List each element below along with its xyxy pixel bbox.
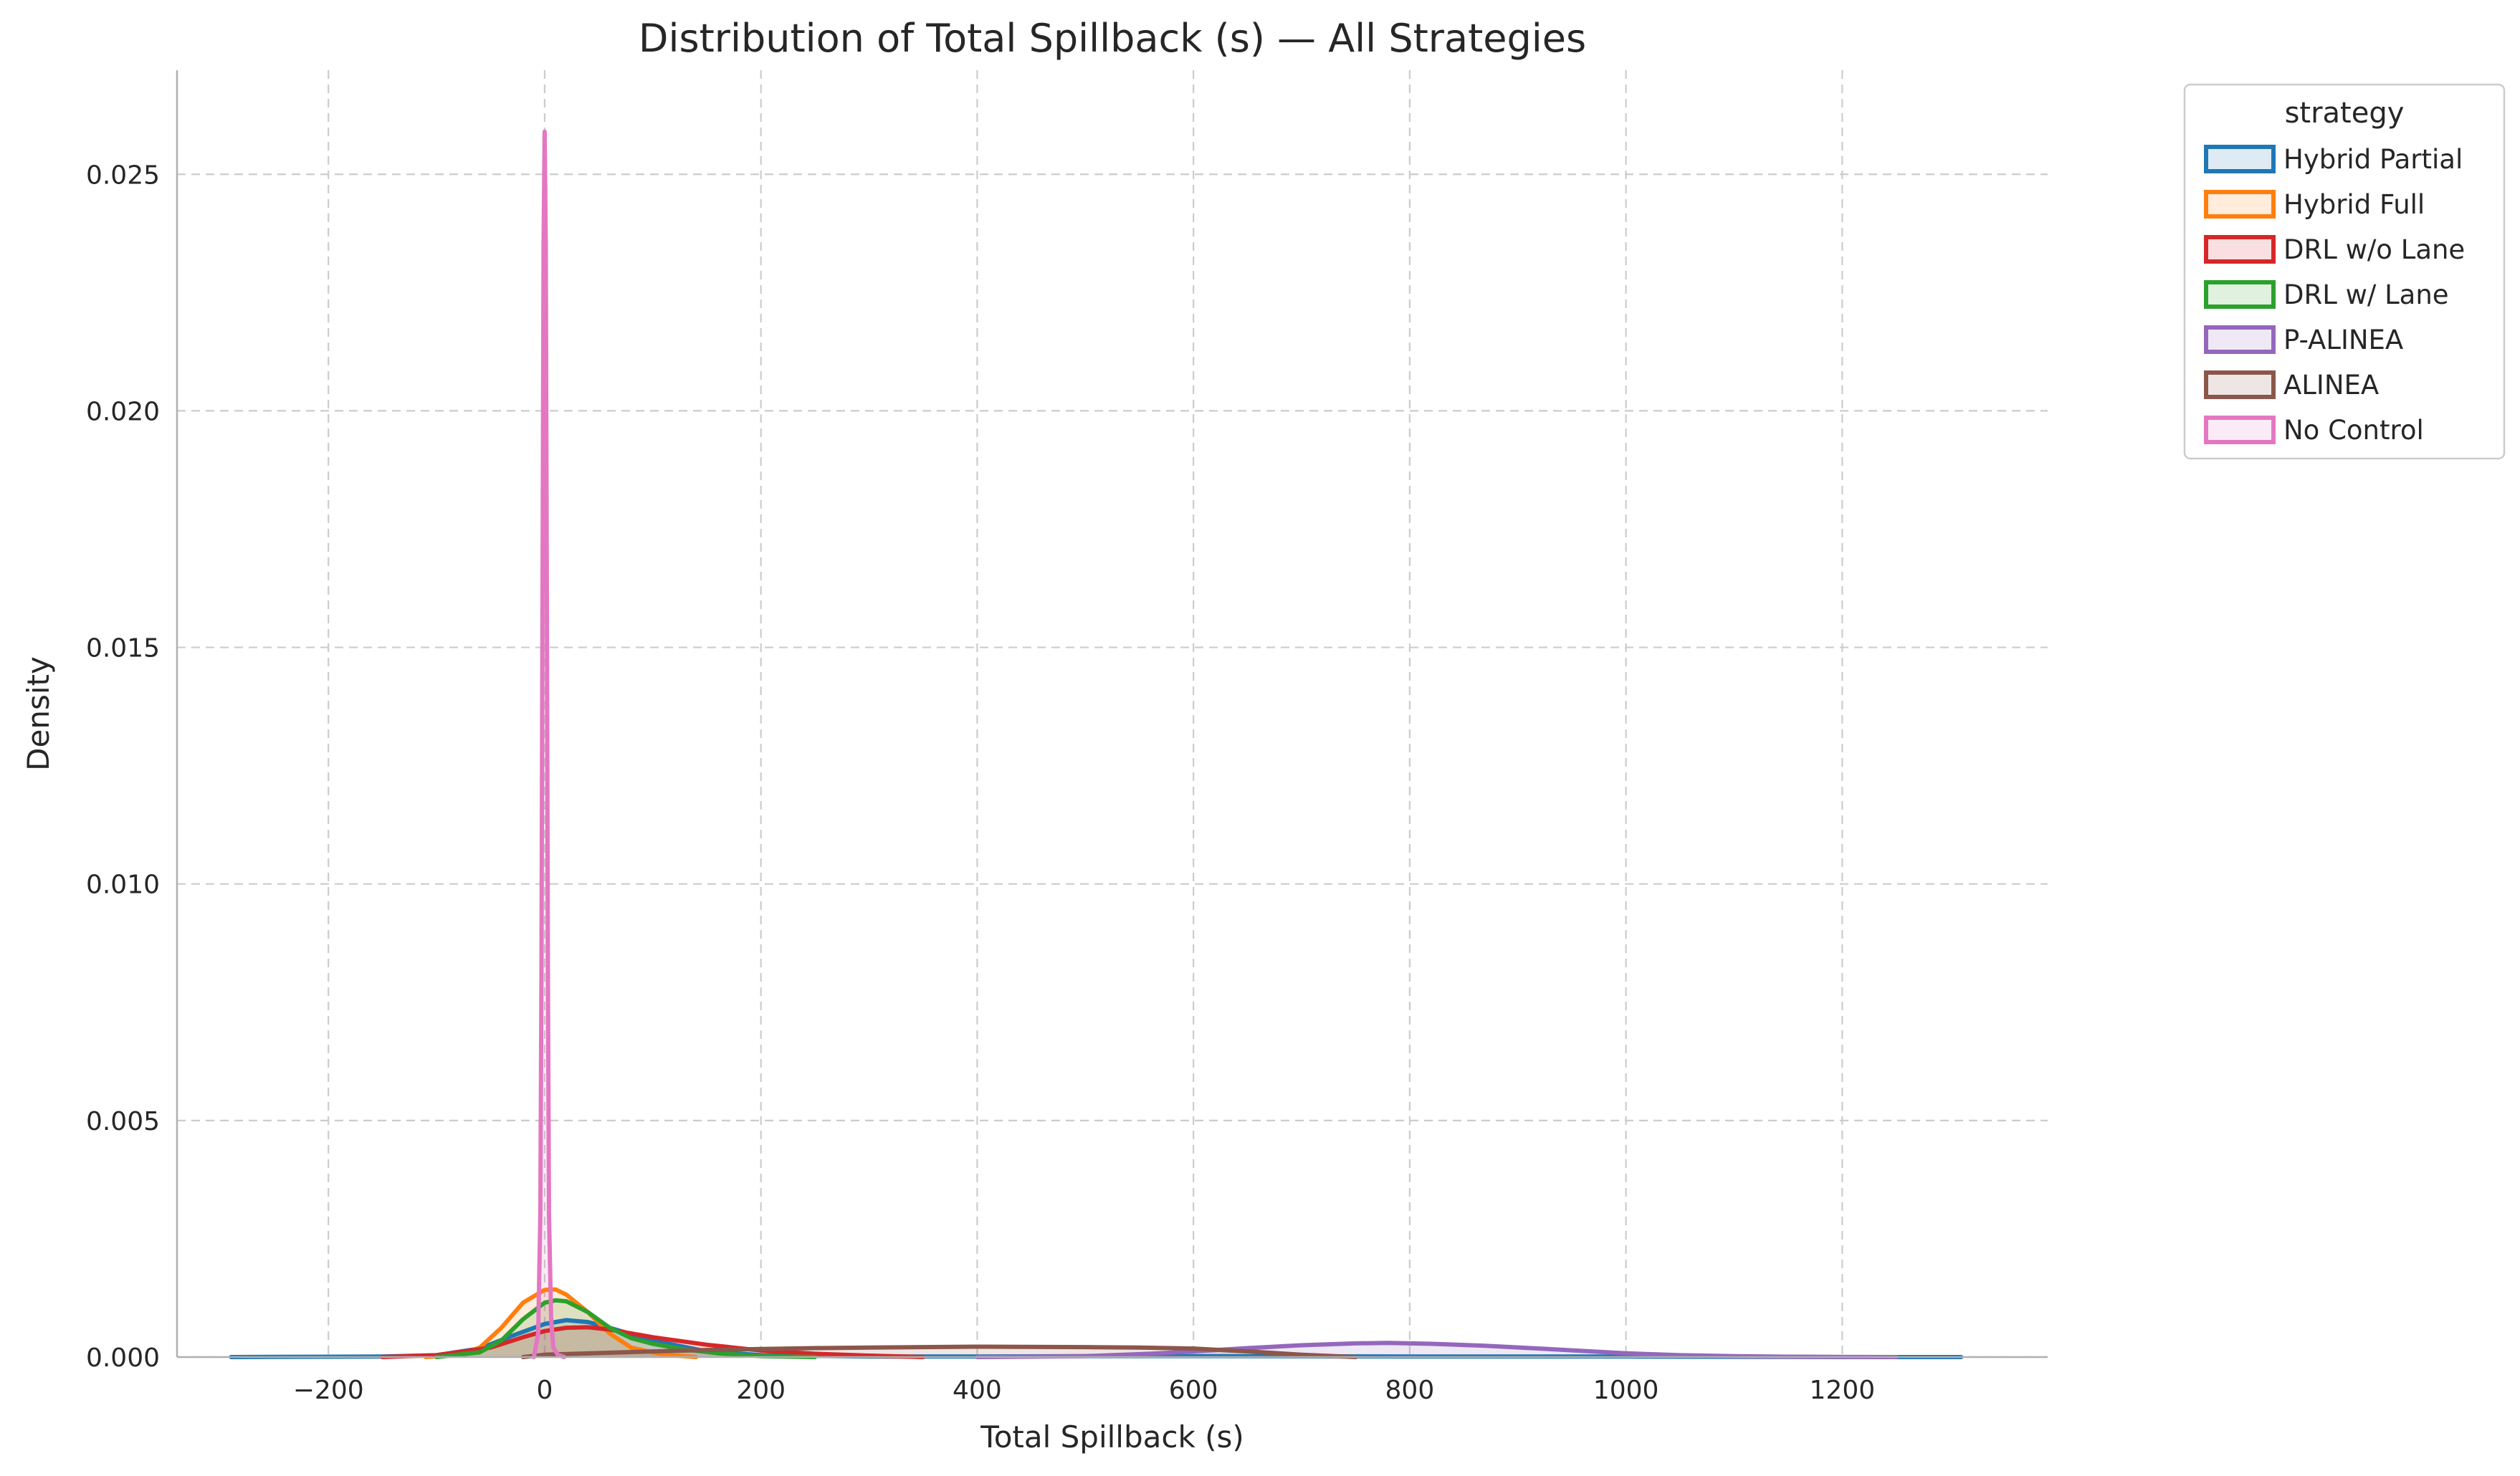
legend-swatch xyxy=(2204,416,2276,444)
legend-label: DRL w/o Lane xyxy=(2283,234,2465,265)
legend: strategy Hybrid Partial Hybrid Full DRL w/… xyxy=(2183,83,2506,460)
legend-label: No Control xyxy=(2283,415,2424,446)
grid-lines xyxy=(177,70,2048,1358)
legend-item-drl-w-o-lane: DRL w/o Lane xyxy=(2204,234,2465,265)
legend-label: Hybrid Partial xyxy=(2283,144,2463,175)
x-tick-label: 200 xyxy=(736,1376,786,1405)
legend-label: ALINEA xyxy=(2283,370,2379,401)
legend-item-alinea: ALINEA xyxy=(2204,370,2379,401)
legend-swatch xyxy=(2204,190,2276,219)
chart-title: Distribution of Total Spillback (s) — Al… xyxy=(639,16,1586,61)
density-fill-p-alinea xyxy=(977,1343,1896,1357)
x-tick-label: 800 xyxy=(1385,1376,1435,1405)
legend-label: P-ALINEA xyxy=(2283,325,2403,355)
density-line-alinea xyxy=(520,1344,1358,1359)
y-tick-label: 0.020 xyxy=(86,397,160,426)
legend-label: DRL w/ Lane xyxy=(2283,279,2449,310)
x-axis-title: Total Spillback (s) xyxy=(980,1419,1244,1455)
legend-swatch xyxy=(2204,280,2276,309)
x-tick-label: −200 xyxy=(293,1376,364,1405)
y-tick-label: 0.015 xyxy=(86,634,160,663)
legend-item-no-control: No Control xyxy=(2204,415,2424,446)
density-line-no-control xyxy=(531,129,567,1359)
y-axis-title: Density xyxy=(21,656,56,771)
legend-swatch xyxy=(2204,325,2276,354)
legend-swatch xyxy=(2204,145,2276,173)
legend-item-hybrid-partial: Hybrid Partial xyxy=(2204,144,2463,175)
y-tick-label: 0.005 xyxy=(86,1107,160,1136)
legend-items: Hybrid Partial Hybrid Full DRL w/o Lane DRL… xyxy=(2204,144,2465,446)
legend-swatch xyxy=(2204,370,2276,399)
legend-item-p-alinea: P-ALINEA xyxy=(2204,325,2403,355)
legend-swatch xyxy=(2204,235,2276,264)
legend-frame xyxy=(2183,83,2506,460)
x-tick-label: 600 xyxy=(1169,1376,1218,1405)
y-tick-label: 0.025 xyxy=(86,160,160,190)
x-tick-label: 1000 xyxy=(1593,1376,1659,1405)
y-tick-label: 0.010 xyxy=(86,871,160,900)
x-tick-labels: −200 0 200 400 600 800 1000 1200 xyxy=(293,1376,1875,1405)
density-lines xyxy=(229,129,1964,1359)
x-tick-label: 400 xyxy=(953,1376,1002,1405)
density-fills xyxy=(231,131,1962,1357)
legend-label: Hybrid Full xyxy=(2283,189,2425,220)
legend-title: strategy xyxy=(2285,97,2405,130)
x-tick-label: 1200 xyxy=(1810,1376,1876,1405)
legend-item-drl-w-lane: DRL w/ Lane xyxy=(2204,279,2449,310)
x-tick-label: 0 xyxy=(536,1376,553,1405)
y-tick-labels: 0.000 0.005 0.010 0.015 0.020 0.025 xyxy=(86,160,160,1373)
y-tick-label: 0.000 xyxy=(86,1343,160,1373)
legend-item-hybrid-full: Hybrid Full xyxy=(2204,189,2425,220)
axes xyxy=(176,70,2048,1358)
